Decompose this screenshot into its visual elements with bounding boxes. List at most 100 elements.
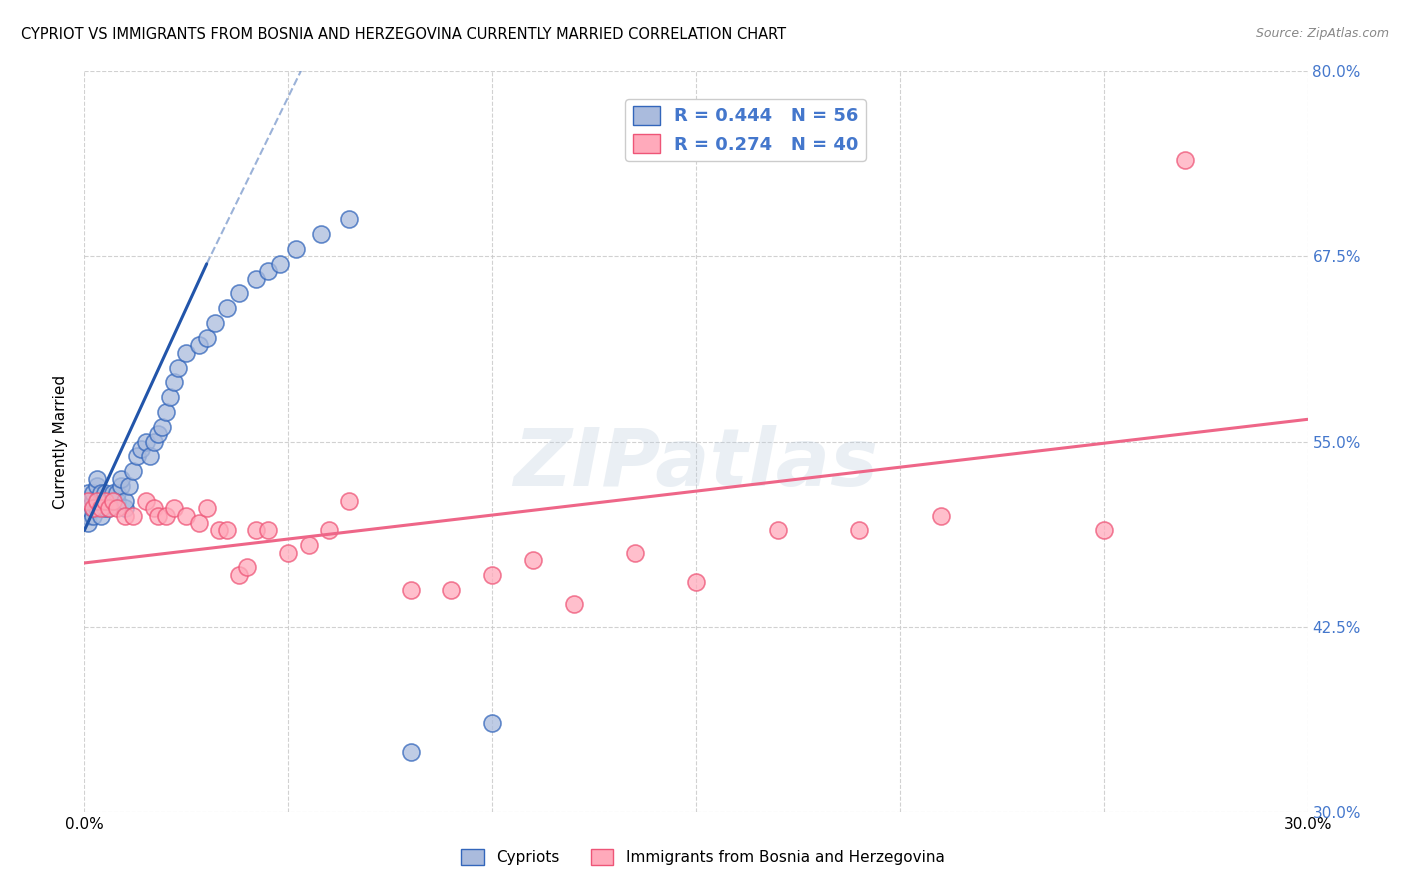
Point [101,486,124,500]
Point [339,212,361,227]
Point [135,434,157,449]
Point [562,598,585,612]
Point [90,501,112,516]
Point [440,582,463,597]
Point [167,360,190,375]
Point [86,493,108,508]
Point [93,501,115,516]
Point [1092,524,1115,538]
Point [97,501,120,516]
Point [766,524,789,538]
Point [86,479,108,493]
Point [399,582,422,597]
Point [187,516,209,530]
Point [114,501,136,516]
Point [228,567,250,582]
Point [159,390,181,404]
Point [339,493,361,508]
Point [93,493,115,508]
Point [624,546,647,560]
Point [142,501,165,516]
Point [93,486,115,500]
Point [138,450,160,464]
Point [110,471,132,485]
Point [77,486,100,500]
Point [245,524,267,538]
Point [131,442,153,456]
Point [146,427,169,442]
Point [105,486,128,500]
Point [298,538,321,552]
Point [142,434,165,449]
Point [522,553,544,567]
Point [90,486,112,500]
Point [82,508,104,523]
Point [150,419,173,434]
Point [118,479,141,493]
Point [277,546,299,560]
Point [101,493,124,508]
Text: CYPRIOT VS IMMIGRANTS FROM BOSNIA AND HERZEGOVINA CURRENTLY MARRIED CORRELATION : CYPRIOT VS IMMIGRANTS FROM BOSNIA AND HE… [21,27,786,42]
Point [77,493,100,508]
Point [155,508,177,523]
Text: ZIPatlas: ZIPatlas [513,425,879,503]
Point [82,501,104,516]
Point [285,242,308,256]
Point [110,479,132,493]
Legend: R = 0.444   N = 56, R = 0.274   N = 40: R = 0.444 N = 56, R = 0.274 N = 40 [626,99,866,161]
Point [309,227,332,242]
Point [217,524,239,538]
Point [93,493,115,508]
Point [481,715,503,730]
Point [399,746,422,760]
Y-axis label: Currently Married: Currently Married [53,375,69,508]
Point [236,560,259,574]
Point [187,338,209,352]
Point [318,524,340,538]
Point [208,524,231,538]
Point [90,493,112,508]
Point [82,493,104,508]
Point [105,501,128,516]
Point [105,493,128,508]
Legend: Cypriots, Immigrants from Bosnia and Herzegovina: Cypriots, Immigrants from Bosnia and Her… [456,843,950,871]
Point [77,508,100,523]
Point [77,493,100,508]
Point [155,405,177,419]
Point [86,471,108,485]
Point [257,524,280,538]
Point [848,524,870,538]
Point [127,450,149,464]
Point [174,508,197,523]
Point [97,493,120,508]
Point [195,501,218,516]
Point [114,493,136,508]
Point [86,501,108,516]
Point [685,575,707,590]
Point [122,464,145,478]
Point [101,493,124,508]
Point [245,271,267,285]
Point [257,264,280,278]
Point [122,508,145,523]
Point [228,286,250,301]
Point [163,376,186,390]
Point [1174,153,1197,168]
Point [90,508,112,523]
Point [97,501,120,516]
Point [77,501,100,516]
Point [174,345,197,359]
Point [204,316,226,330]
Point [77,516,100,530]
Point [146,508,169,523]
Point [481,567,503,582]
Point [135,493,157,508]
Point [269,257,291,271]
Point [163,501,186,516]
Text: Source: ZipAtlas.com: Source: ZipAtlas.com [1256,27,1389,40]
Point [82,501,104,516]
Point [195,331,218,345]
Point [114,508,136,523]
Point [82,486,104,500]
Point [929,508,952,523]
